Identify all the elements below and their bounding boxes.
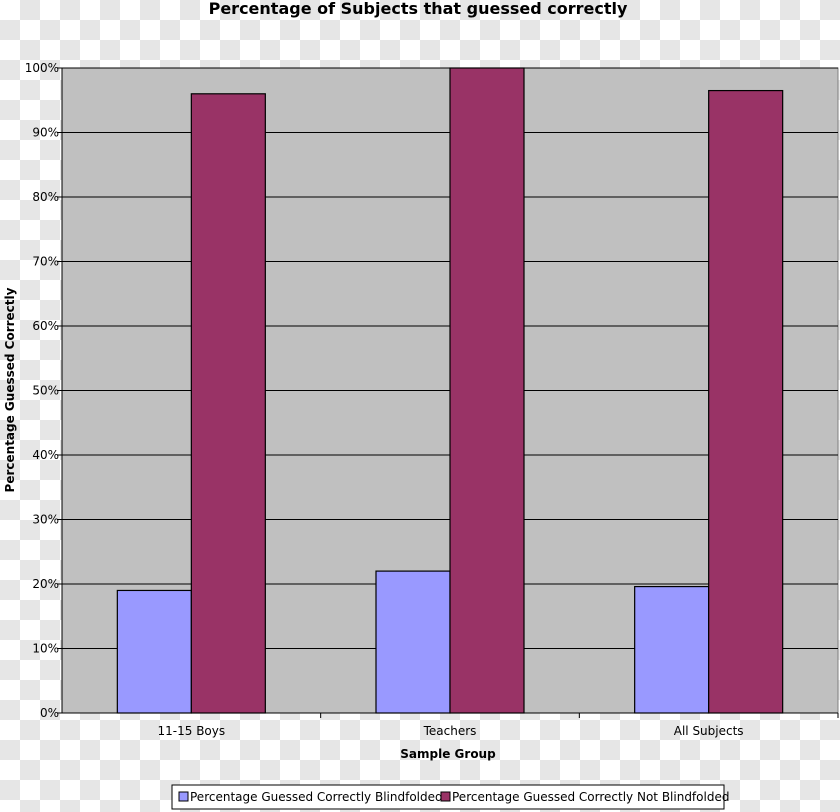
legend-box	[171, 784, 725, 810]
bar	[190, 93, 266, 714]
y-tick-label: 60%	[32, 319, 59, 333]
y-tick-label: 50%	[32, 384, 59, 398]
y-tick-label: 10%	[32, 642, 59, 656]
chart-title: Percentage of Subjects that guessed corr…	[209, 0, 628, 18]
y-tick-label: 70%	[32, 255, 59, 269]
y-tick-label: 0%	[40, 706, 59, 720]
bar	[449, 67, 525, 714]
y-tick-label: 100%	[25, 61, 59, 75]
legend-label-blindfolded: Percentage Guessed Correctly Blindfolded	[190, 790, 443, 804]
legend-swatch-blindfolded	[178, 791, 189, 802]
y-tick-label: 40%	[32, 448, 59, 462]
y-tick-label: 20%	[32, 577, 59, 591]
legend: Percentage Guessed Correctly Blindfolded…	[171, 784, 729, 810]
y-tick-label: 90%	[32, 126, 59, 140]
axes	[57, 67, 839, 718]
bar	[708, 89, 784, 714]
y-tick-label: 80%	[32, 190, 59, 204]
x-tick-label: 11-15 Boys	[158, 724, 226, 738]
y-tick-labels: 0% 10% 20% 30% 40% 50% 60% 70% 80% 90% 100%	[25, 61, 59, 720]
x-axis-title: Sample Group	[400, 747, 496, 761]
y-axis-title: Percentage Guessed Correctly	[3, 287, 17, 492]
y-tick-label: 30%	[32, 513, 59, 527]
bar	[375, 570, 451, 714]
legend-swatch-not-blindfolded	[440, 791, 451, 802]
legend-label-not-blindfolded: Percentage Guessed Correctly Not Blindfo…	[452, 790, 729, 804]
x-tick-label: All Subjects	[674, 724, 744, 738]
bar	[116, 589, 192, 714]
x-tick-label: Teachers	[423, 724, 477, 738]
x-tick-labels: 11-15 Boys Teachers All Subjects	[158, 724, 744, 738]
bar	[634, 585, 710, 714]
